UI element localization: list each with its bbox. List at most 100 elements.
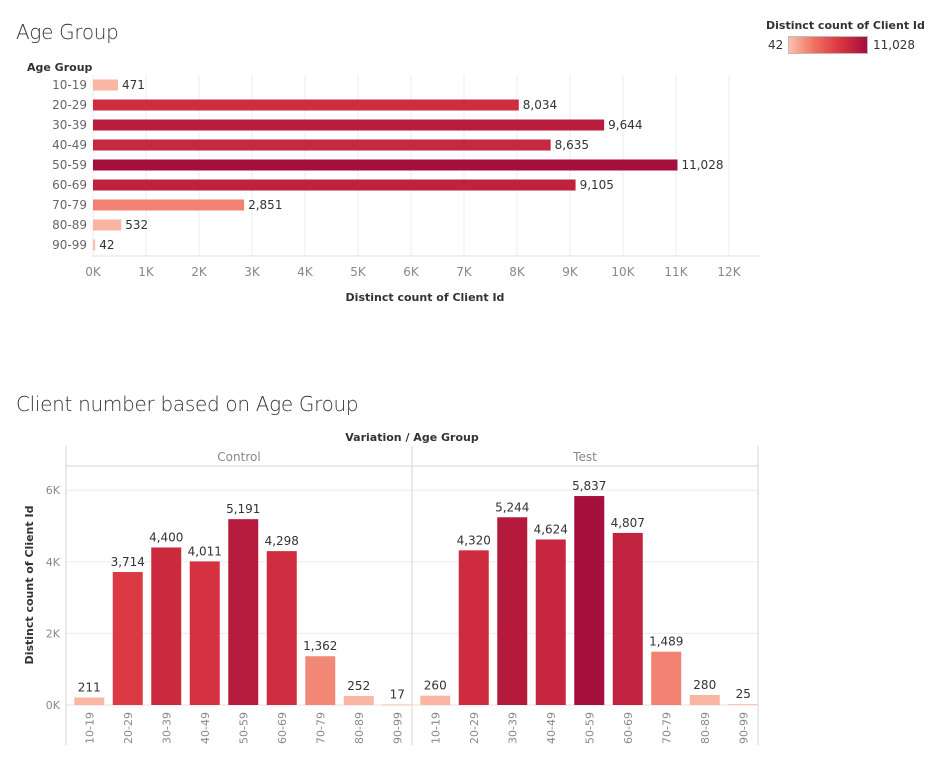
bar[interactable] (93, 179, 576, 191)
x-tick-label: 11K (664, 265, 688, 279)
data-label: 11,028 (681, 158, 723, 172)
x-tick-label: 1K (138, 265, 155, 279)
x-tick-label: 90-99 (737, 712, 750, 744)
x-tick-label: 90-99 (391, 712, 404, 744)
chart1-title: Age Group (16, 20, 119, 44)
data-label: 4,624 (534, 522, 568, 536)
x-tick-label: 3K (244, 265, 261, 279)
x-tick-label: 2K (191, 265, 208, 279)
panel-label: Control (217, 450, 260, 464)
data-label: 252 (347, 679, 370, 693)
data-label: 2,851 (248, 198, 282, 212)
bar[interactable] (93, 99, 519, 111)
data-label: 471 (122, 78, 145, 92)
x-tick-label: 10-19 (429, 712, 442, 744)
bar[interactable] (612, 532, 643, 705)
y-tick-label: 10-19 (52, 78, 87, 92)
bar[interactable] (266, 551, 297, 705)
panel-label: Test (572, 450, 597, 464)
x-tick-label: 10-19 (83, 712, 96, 744)
data-label: 4,011 (188, 544, 222, 558)
x-tick-label: 20-29 (122, 712, 135, 744)
y-tick-label: 2K (46, 627, 61, 640)
x-tick-label: 7K (456, 265, 473, 279)
x-tick-label: 4K (297, 265, 314, 279)
data-label: 42 (99, 238, 114, 252)
x-tick-label: 20-29 (468, 712, 481, 744)
bar[interactable] (651, 651, 682, 705)
x-tick-label: 30-39 (160, 712, 173, 744)
data-label: 5,191 (226, 502, 260, 516)
y-tick-label: 90-99 (52, 238, 87, 252)
bar[interactable] (93, 199, 245, 211)
bar[interactable] (151, 547, 182, 705)
bar[interactable] (343, 695, 374, 705)
chart2-title: Client number based on Age Group (16, 392, 359, 416)
x-tick-label: 70-79 (314, 712, 327, 744)
bar[interactable] (382, 704, 413, 706)
x-tick-label: 10K (611, 265, 635, 279)
bar[interactable] (189, 561, 220, 705)
data-label: 4,298 (265, 534, 299, 548)
data-label: 8,635 (555, 138, 589, 152)
bar[interactable] (574, 496, 605, 705)
data-label: 260 (424, 679, 447, 693)
data-label: 5,244 (495, 500, 529, 514)
chart1-svg: 0K 1K 2K 3K 4K 5K 6K 7K 8K 9K 10K 11K 12K Age Group Di… (27, 61, 760, 304)
x-tick-label: 50-59 (237, 712, 250, 744)
data-label: 1,489 (649, 635, 683, 649)
y-tick-label: 0K (46, 699, 61, 712)
bar[interactable] (305, 656, 336, 705)
data-label: 9,105 (580, 178, 614, 192)
chart2-header: Variation / Age Group (345, 431, 479, 444)
data-label: 8,034 (523, 98, 557, 112)
bar[interactable] (535, 539, 566, 705)
y-tick-label: 6K (46, 484, 61, 497)
bar[interactable] (689, 694, 720, 705)
x-tick-label: 12K (717, 265, 741, 279)
bar[interactable] (93, 119, 605, 131)
y-tick-label: 40-49 (52, 138, 87, 152)
bar[interactable] (93, 219, 122, 231)
bar[interactable] (93, 139, 551, 151)
bar[interactable] (93, 239, 96, 251)
x-tick-label: 8K (509, 265, 526, 279)
data-label: 17 (390, 687, 405, 701)
y-tick-label: 50-59 (52, 158, 87, 172)
y-axis-label: Distinct count of Client Id (23, 506, 36, 665)
x-tick-label: 40-49 (199, 712, 212, 744)
bar[interactable] (497, 517, 528, 705)
bar[interactable] (74, 697, 105, 705)
data-label: 4,400 (149, 530, 183, 544)
bar[interactable] (420, 695, 451, 705)
x-tick-label: 0K (85, 265, 102, 279)
bar[interactable] (228, 519, 259, 705)
category-axis-label: Age Group (27, 61, 93, 74)
x-tick-label: 5K (350, 265, 367, 279)
bar[interactable] (112, 572, 143, 705)
x-tick-label: 30-39 (506, 712, 519, 744)
x-tick-label: 60-69 (276, 712, 289, 744)
color-legend-max: 11,028 (873, 38, 915, 52)
x-tick-label: 80-89 (699, 712, 712, 744)
x-tick-label: 60-69 (622, 712, 635, 744)
bar[interactable] (728, 704, 759, 706)
y-tick-label: 4K (46, 556, 61, 569)
bar[interactable] (93, 159, 678, 171)
data-label: 211 (78, 680, 101, 694)
x-tick-label: 70-79 (660, 712, 673, 744)
data-label: 4,320 (457, 533, 491, 547)
y-tick-label: 70-79 (52, 198, 87, 212)
color-legend-gradient (788, 36, 868, 54)
data-label: 532 (125, 218, 148, 232)
y-tick-label: 30-39 (52, 118, 87, 132)
color-legend-title: Distinct count of Client Id (766, 19, 925, 32)
data-label: 5,837 (572, 479, 606, 493)
color-legend-min: 42 (768, 38, 784, 52)
y-tick-label: 80-89 (52, 218, 87, 232)
x-tick-label: 40-49 (545, 712, 558, 744)
y-tick-label: 20-29 (52, 98, 87, 112)
bar[interactable] (458, 550, 489, 705)
bar[interactable] (93, 79, 118, 91)
x-tick-label: 6K (403, 265, 420, 279)
